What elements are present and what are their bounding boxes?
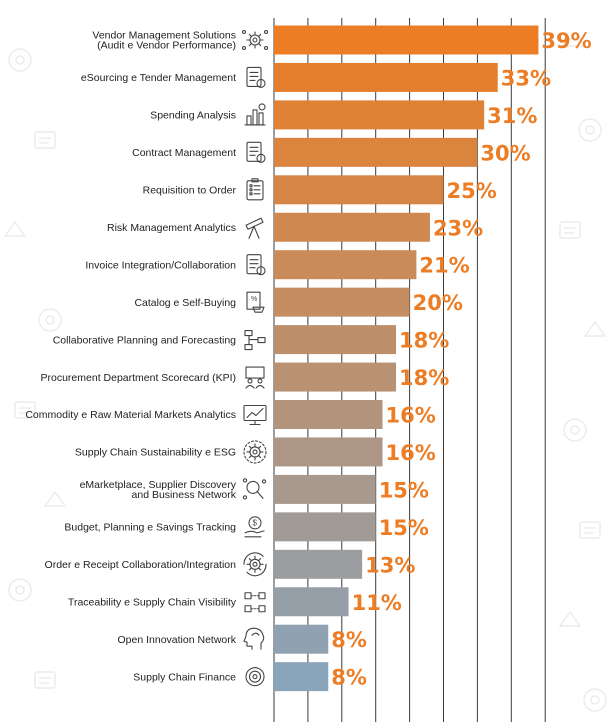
value-label: 21% xyxy=(419,254,469,278)
value-label: 16% xyxy=(385,441,435,465)
value-label: 31% xyxy=(487,104,537,128)
bar xyxy=(274,62,498,92)
value-label: 8% xyxy=(331,666,367,690)
value-label: 39% xyxy=(541,29,591,53)
value-label: 25% xyxy=(447,179,497,203)
category-label: Procurement Department Scorecard (KPI) xyxy=(41,372,237,384)
money-hand-icon: $ xyxy=(244,516,265,538)
category-label: Open Innovation Network xyxy=(118,634,237,646)
document-award-icon xyxy=(246,66,266,88)
category-label: Invoice Integration/Collaboration xyxy=(85,259,236,271)
head-idea-icon xyxy=(243,627,265,650)
bar xyxy=(274,325,397,355)
background-doodle xyxy=(578,118,602,142)
background-doodle xyxy=(34,671,56,689)
bars xyxy=(274,25,539,692)
category-label: Collaborative Planning and Forecasting xyxy=(53,334,236,346)
svg-text:$: $ xyxy=(253,518,258,527)
background-doodle xyxy=(579,521,601,539)
bar xyxy=(274,175,444,205)
value-label: 33% xyxy=(501,66,551,90)
value-label: 18% xyxy=(399,366,449,390)
bar xyxy=(274,549,363,579)
clipboard-list-icon xyxy=(246,178,264,201)
contract-gear-icon xyxy=(246,141,266,163)
background-doodle xyxy=(583,320,607,337)
category-label: Contract Management xyxy=(132,147,236,159)
background-doodle xyxy=(14,401,36,419)
category-label: Vendor Management Solutions (Audit e Vend… xyxy=(92,30,236,52)
background-doodle xyxy=(8,578,32,602)
background-doodle xyxy=(563,418,587,442)
bar xyxy=(274,287,410,317)
category-label: eSourcing e Tender Management xyxy=(81,72,236,84)
category-label: Order e Receipt Collaboration/Integratio… xyxy=(45,559,237,571)
value-label: 8% xyxy=(331,628,367,652)
background-doodle xyxy=(8,48,32,72)
background-doodle xyxy=(43,490,67,507)
background-doodle xyxy=(559,221,581,239)
category-label: Spending Analysis xyxy=(150,110,236,122)
category-icons: %$ xyxy=(241,29,269,687)
bar xyxy=(274,100,485,130)
background-doodle xyxy=(583,688,607,712)
bar xyxy=(274,25,539,55)
category-labels: Vendor Management Solutions (Audit e Vend… xyxy=(25,30,236,684)
bar xyxy=(274,437,383,467)
bar xyxy=(274,512,376,542)
background-doodle xyxy=(3,220,27,237)
background-doodle xyxy=(563,30,587,47)
category-label: eMarketplace, Supplier Discovery and Busi… xyxy=(80,479,237,501)
svg-text:%: % xyxy=(251,296,257,303)
bar xyxy=(274,662,329,692)
value-label: 20% xyxy=(413,291,463,315)
category-label: Catalog e Self-Buying xyxy=(134,297,236,309)
catalog-cart-icon: % xyxy=(246,291,265,313)
gear-sustainability-icon xyxy=(243,440,267,464)
coin-target-icon xyxy=(245,667,265,687)
background-doodle xyxy=(34,131,56,149)
gear-cycle-icon xyxy=(243,552,267,577)
value-labels: 39% 33% 31% 30% 25% 23% 21% 20% 18% 18% 16% 16% 15% 1… xyxy=(331,29,591,690)
bar xyxy=(274,362,397,392)
background-doodle xyxy=(38,308,62,332)
bar xyxy=(274,587,349,617)
background-doodle xyxy=(558,610,582,627)
category-label: Commodity e Raw Material Markets Analyti… xyxy=(25,409,236,421)
telescope-icon xyxy=(245,217,264,239)
value-label: 11% xyxy=(352,591,402,615)
gear-network-icon xyxy=(241,29,269,51)
category-label: Requisition to Order xyxy=(143,185,237,197)
category-label: Supply Chain Sustainability e ESG xyxy=(75,447,236,459)
bar xyxy=(274,624,329,654)
value-label: 18% xyxy=(399,329,449,353)
category-label: Traceability e Supply Chain Visibility xyxy=(68,596,237,608)
bar xyxy=(274,212,430,242)
network-search-icon xyxy=(242,478,267,500)
bar xyxy=(274,474,376,504)
category-label: Budget, Planning e Savings Tracking xyxy=(64,522,236,534)
cubes-network-icon xyxy=(244,592,266,613)
monitor-graph-icon xyxy=(243,404,267,426)
category-label: Supply Chain Finance xyxy=(133,671,236,683)
category-label: Risk Management Analytics xyxy=(107,222,236,234)
flowchart-icon xyxy=(244,330,266,351)
bar xyxy=(274,400,383,429)
bar-chart-icon xyxy=(244,103,266,126)
value-label: 16% xyxy=(385,404,435,428)
value-label: 15% xyxy=(379,516,429,540)
bar xyxy=(274,250,417,280)
value-label: 23% xyxy=(433,216,483,240)
bar xyxy=(274,137,478,167)
presentation-people-icon xyxy=(245,366,265,389)
invoice-icon xyxy=(246,254,266,276)
value-label: 15% xyxy=(379,478,429,502)
value-label: 30% xyxy=(480,141,530,165)
value-label: 13% xyxy=(365,553,415,577)
